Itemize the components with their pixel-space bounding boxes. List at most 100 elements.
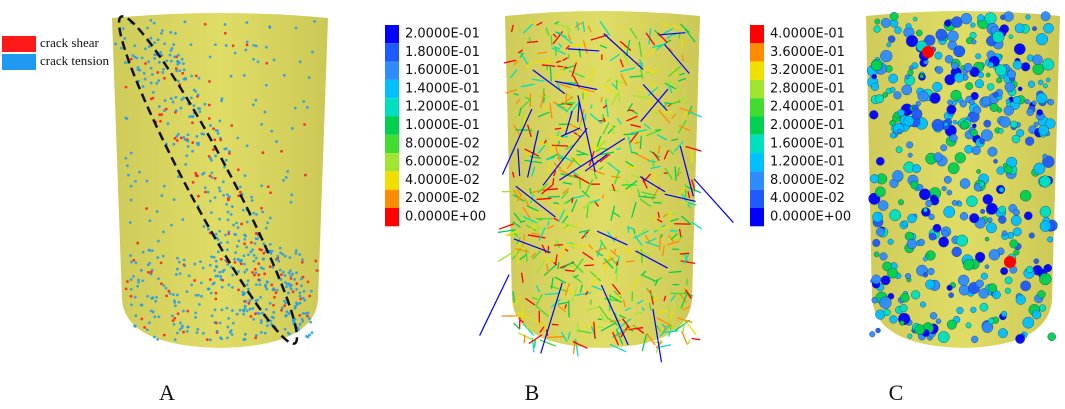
force-line xyxy=(625,39,631,56)
ball xyxy=(1039,220,1052,232)
crack-dot xyxy=(205,338,209,342)
ball xyxy=(1032,54,1043,65)
crack-dot xyxy=(231,309,234,312)
force-line xyxy=(600,96,603,103)
crack-dot xyxy=(183,20,187,24)
crack-dot xyxy=(139,268,143,272)
crack-dot xyxy=(304,311,308,315)
crack-dot xyxy=(167,289,171,293)
force-line xyxy=(623,324,638,328)
crack-dot xyxy=(164,107,168,111)
force-line xyxy=(583,231,587,238)
force-line xyxy=(524,159,543,164)
crack-dot xyxy=(295,271,298,275)
force-line xyxy=(546,336,564,339)
crack-dot xyxy=(137,280,140,284)
crack-dot xyxy=(134,261,138,265)
crack-dot xyxy=(161,254,165,258)
crack-dot xyxy=(145,328,149,332)
crack-dot xyxy=(270,129,274,133)
force-line xyxy=(653,201,662,204)
ball xyxy=(935,66,944,74)
crack-dot xyxy=(247,253,250,257)
force-line xyxy=(595,247,606,253)
force-line xyxy=(656,218,663,223)
ball xyxy=(1023,211,1033,221)
ball xyxy=(947,162,960,175)
force-line xyxy=(522,23,534,34)
crack-dot xyxy=(296,326,300,329)
ball xyxy=(943,122,949,127)
crack-dot xyxy=(283,327,287,331)
force-line xyxy=(635,153,651,162)
force-line xyxy=(525,60,535,69)
crack-dot xyxy=(180,98,184,101)
colorbar-label: 8.0000E-02 xyxy=(770,173,845,188)
force-line xyxy=(527,124,532,138)
force-line xyxy=(611,283,621,295)
force-line xyxy=(533,339,536,348)
force-line xyxy=(663,259,670,263)
force-line xyxy=(620,67,636,73)
force-line xyxy=(566,27,570,36)
crack-dot xyxy=(289,200,293,204)
force-line xyxy=(602,104,608,109)
ball xyxy=(983,119,992,128)
force-line xyxy=(516,312,524,315)
colorbar-swatch xyxy=(385,171,399,190)
ball xyxy=(998,128,1004,134)
crack-dot xyxy=(182,68,186,72)
crack-dot xyxy=(209,124,212,127)
force-line xyxy=(519,220,526,224)
force-line xyxy=(588,198,601,204)
colorbar-swatch xyxy=(750,171,764,190)
crack-dot xyxy=(285,310,289,314)
crack-dot xyxy=(194,89,197,93)
crack-dot xyxy=(249,314,253,318)
crack-dot xyxy=(215,321,218,325)
force-line xyxy=(610,205,616,221)
ball xyxy=(932,81,943,92)
force-line xyxy=(681,193,691,209)
force-line xyxy=(549,65,552,82)
crack-dot xyxy=(252,259,256,263)
crack-dot xyxy=(243,291,247,295)
force-line xyxy=(649,290,654,305)
crack-dot xyxy=(169,49,173,52)
crack-dot xyxy=(301,258,304,262)
force-line xyxy=(544,292,560,296)
force-line xyxy=(542,87,545,94)
ball xyxy=(1047,98,1055,106)
crack-dot xyxy=(172,198,176,201)
force-line xyxy=(515,98,521,104)
force-line xyxy=(557,140,560,146)
force-line xyxy=(624,178,633,190)
ball xyxy=(1032,26,1037,32)
crack-dot xyxy=(224,233,227,237)
ball xyxy=(946,284,953,291)
crack-dot xyxy=(276,254,280,258)
ball xyxy=(1000,14,1006,21)
force-line xyxy=(531,232,540,236)
ball xyxy=(1004,276,1013,285)
force-line xyxy=(554,276,567,284)
crack-dot xyxy=(243,332,247,336)
ball xyxy=(960,120,969,130)
crack-dot xyxy=(223,31,227,35)
force-line xyxy=(560,331,568,343)
crack-dot xyxy=(271,265,275,269)
crack-dot xyxy=(156,71,160,74)
force-line xyxy=(677,186,687,197)
force-line xyxy=(656,134,668,141)
crack-dot xyxy=(219,138,223,142)
force-line xyxy=(682,253,690,265)
crack-dot xyxy=(290,283,293,287)
crack-dot xyxy=(146,294,149,298)
force-line xyxy=(663,28,674,35)
ball xyxy=(1011,134,1021,144)
crack-dot xyxy=(185,329,189,333)
force-line xyxy=(539,339,557,347)
force-line xyxy=(612,331,620,346)
crack-dot xyxy=(287,271,291,275)
ball xyxy=(978,181,985,188)
